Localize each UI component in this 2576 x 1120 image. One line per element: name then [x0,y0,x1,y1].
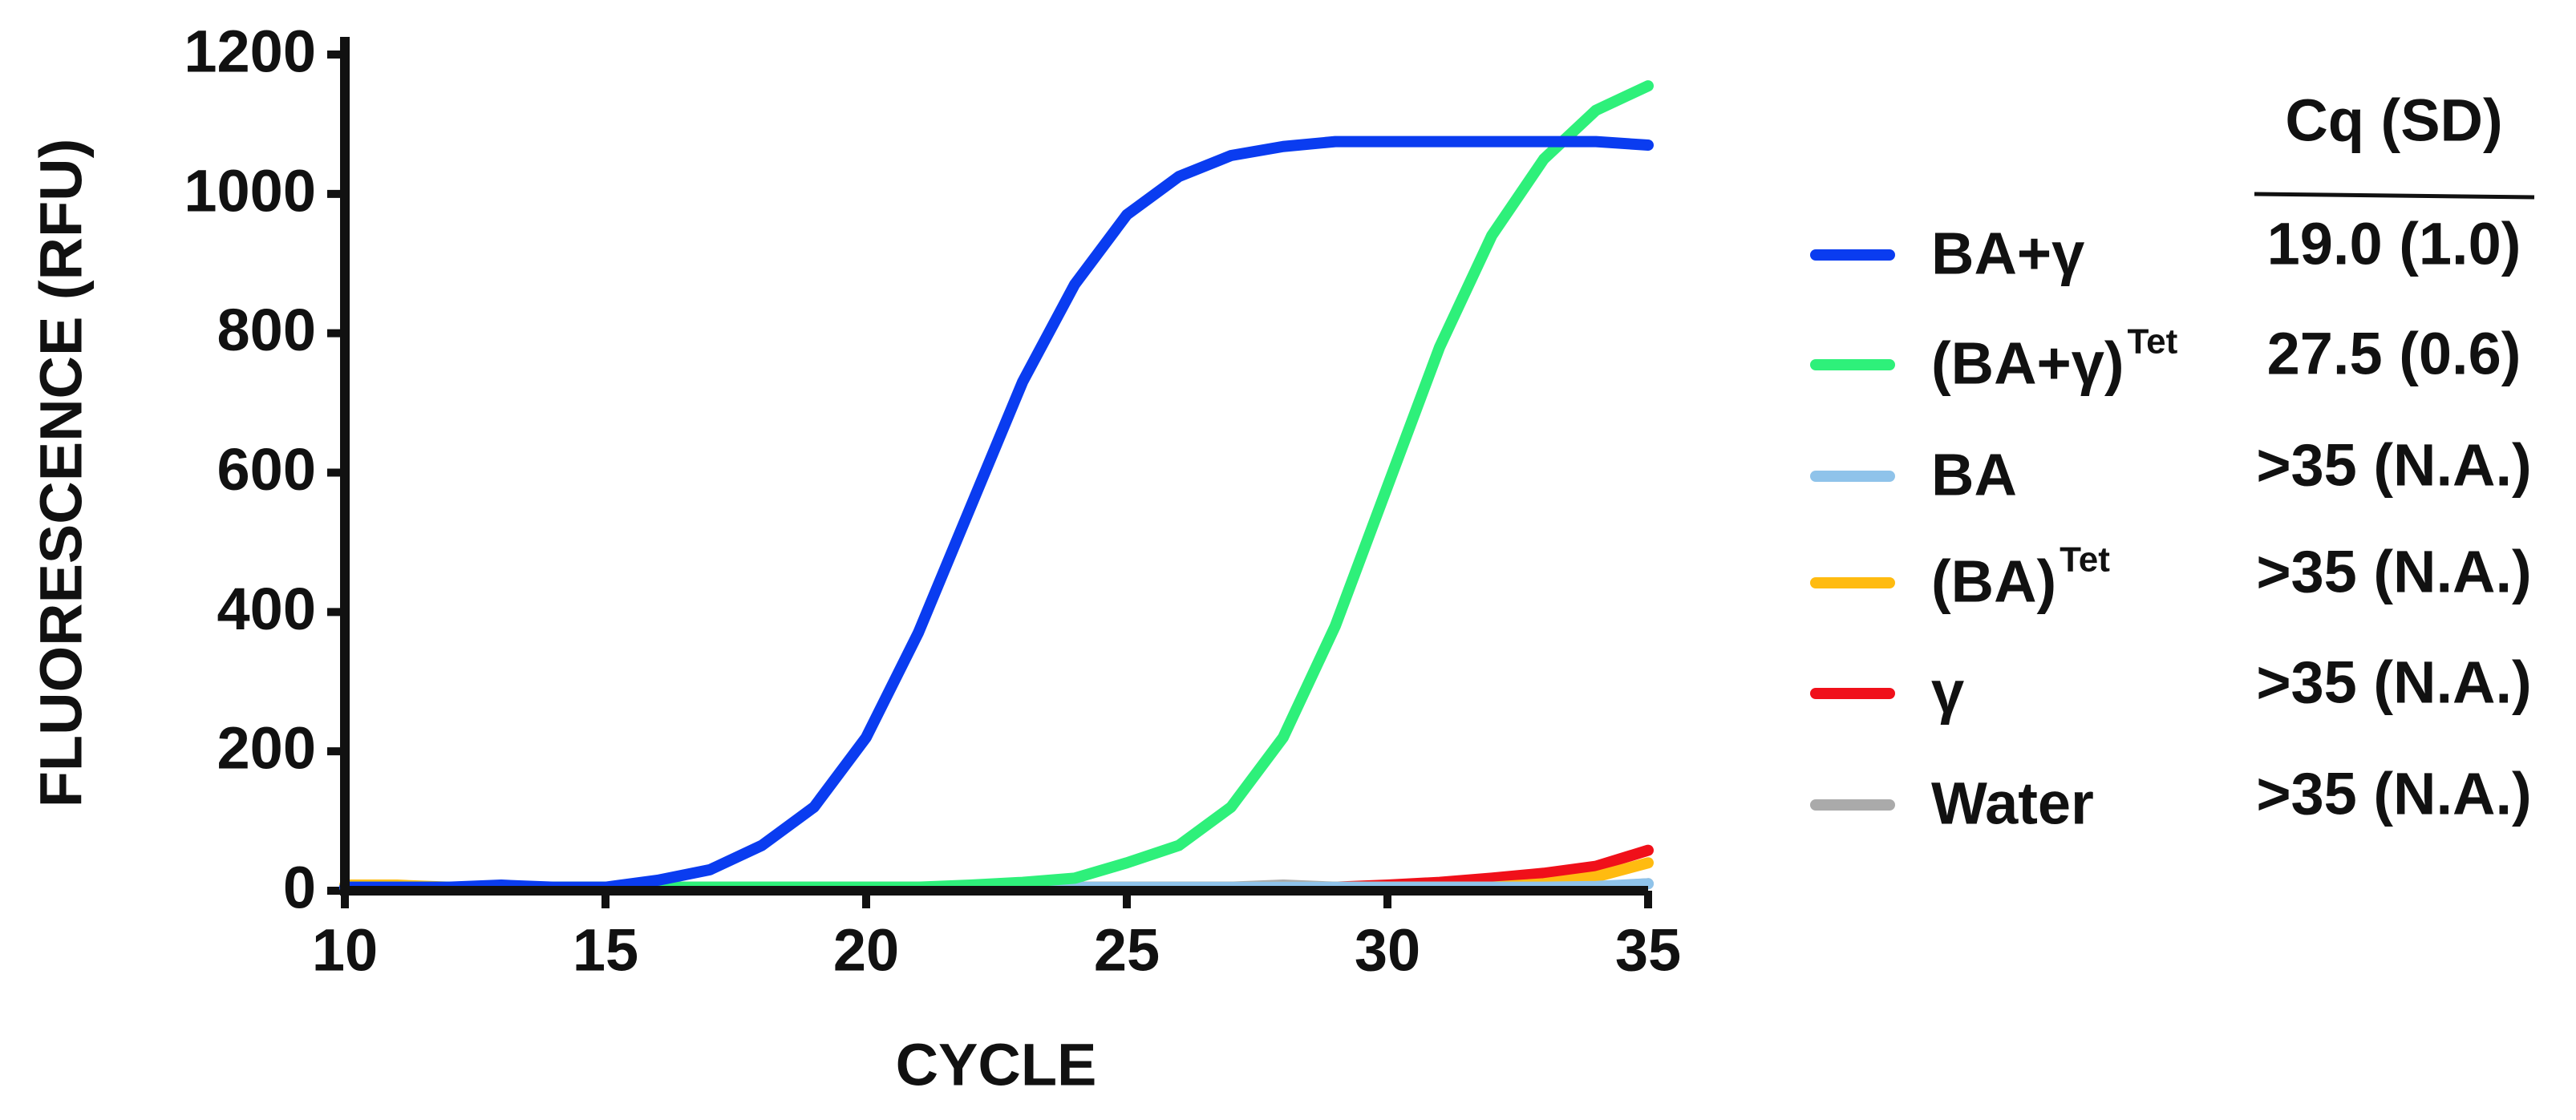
cq-value: >35 (N.A.) [2256,432,2531,499]
cq-value: >35 (N.A.) [2256,761,2531,827]
y-tick-label: 800 [217,297,316,363]
x-tick-label: 30 [1355,917,1420,984]
y-tick-label: 0 [283,855,316,921]
y-tick-label: 200 [217,715,316,782]
legend-label: γ [1931,659,1964,726]
cq-value: >35 (N.A.) [2256,649,2531,716]
x-tick-label: 25 [1094,917,1160,984]
legend-superscript: Tet [2128,322,2178,362]
y-tick-label: 600 [217,436,316,503]
x-tick-label: 10 [312,917,378,984]
y-tick-label: 1200 [184,18,316,85]
x-axis-title: CYCLE [896,1032,1097,1098]
legend-label: BA+γ [1931,220,2084,287]
x-tick-label: 15 [573,917,638,984]
legend-label: Water [1931,770,2094,837]
y-axis-title: FLUORESCENCE (RFU) [28,139,95,808]
cq-value: 27.5 (0.6) [2267,321,2521,387]
legend-label: (BA) [1931,548,2056,615]
y-tick-label: 400 [217,576,316,642]
x-tick-label: 35 [1615,917,1681,984]
cq-value: >35 (N.A.) [2256,539,2531,605]
series-line [339,135,1654,893]
x-tick-label: 20 [833,917,899,984]
y-tick-label: 1000 [184,157,316,224]
series-line [339,80,1654,893]
legend-label: BA [1931,442,2017,508]
cq-value: 19.0 (1.0) [2267,211,2521,277]
legend-label: (BA+γ) [1931,330,2124,397]
cq-header-rule [2254,192,2535,200]
cq-header: Cq (SD) [2285,87,2502,154]
legend-superscript: Tet [2060,540,2110,580]
